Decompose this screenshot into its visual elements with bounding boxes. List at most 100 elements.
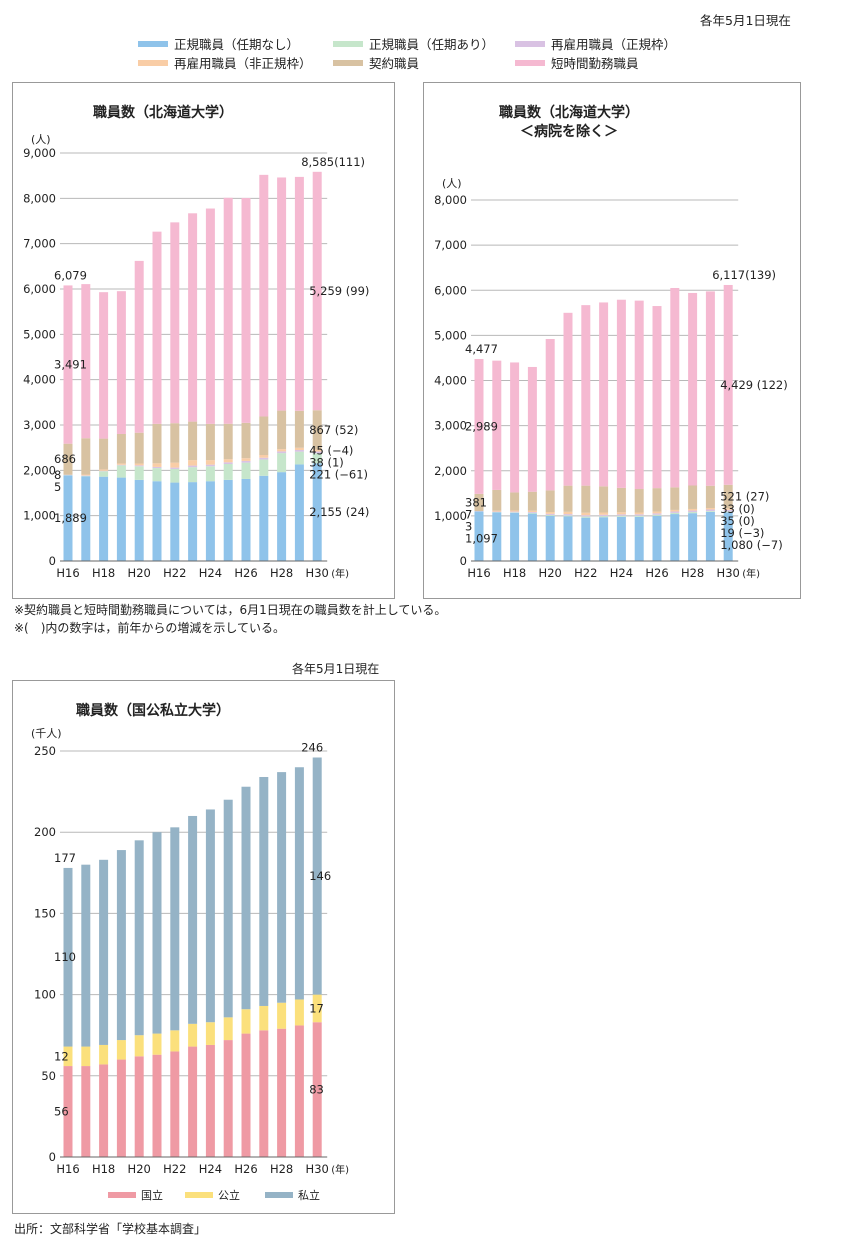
bar-segment xyxy=(134,463,144,466)
last-bar-annotation: 5,259 (99) xyxy=(309,284,369,298)
bar-segment xyxy=(527,513,537,561)
x-axis-unit: (年) xyxy=(742,567,760,580)
bar-segment xyxy=(277,453,287,473)
legend-swatch xyxy=(333,40,363,47)
x-axis-unit: (年) xyxy=(331,1163,349,1176)
bar-segment xyxy=(188,1046,198,1157)
legend-item-rehire-regular: 再雇用職員（正規枠） xyxy=(515,34,676,53)
bar-segment xyxy=(616,514,626,516)
bar-segment xyxy=(99,469,109,471)
last-bar-annotation: 17 xyxy=(309,1001,324,1015)
bar-segment xyxy=(688,512,698,514)
bar-segment xyxy=(188,421,198,461)
bar-segment xyxy=(670,512,680,515)
legend-label: 国立 xyxy=(141,1188,163,1202)
legend-label: 公立 xyxy=(218,1188,240,1202)
bar-segment xyxy=(634,512,644,515)
x-tick-label: H26 xyxy=(234,566,257,580)
first-bar-annotation: 110 xyxy=(54,950,76,964)
first-bar-annotation: 1,097 xyxy=(465,531,498,545)
bar-segment xyxy=(599,514,609,517)
bar-segment xyxy=(152,832,162,1034)
y-axis-unit: (千人) xyxy=(31,727,62,740)
legend-swatch xyxy=(108,1192,136,1198)
first-bar-annotation: 7 xyxy=(465,507,472,521)
bar-segment xyxy=(705,509,715,512)
bar-segment xyxy=(670,511,680,513)
bar-segment xyxy=(510,510,520,512)
bar-segment xyxy=(634,514,644,516)
legend-item-regular-fixed-term: 正規職員（任期あり） xyxy=(333,34,494,53)
bar-segment xyxy=(312,451,322,454)
bar-segment xyxy=(616,515,626,517)
bar-segment xyxy=(63,1066,73,1157)
legend-item-rehire-nonregular: 再雇用職員（非正規枠） xyxy=(138,53,312,72)
bar-segment xyxy=(492,512,502,561)
y-tick-label: 6,000 xyxy=(434,283,467,297)
bar-segment xyxy=(134,479,144,561)
x-tick-label: H28 xyxy=(270,1162,293,1176)
bar-segment xyxy=(223,799,233,1018)
bar-segment xyxy=(634,489,644,513)
bar-segment xyxy=(81,864,91,1047)
bar-segment xyxy=(670,287,680,488)
bar-segment xyxy=(294,451,304,465)
bar-segment xyxy=(705,485,715,509)
chart-panel-national-universities: 職員数（国公私立大学） (千人) 0 50 100 150 200 250 H16 H18 H20 H… xyxy=(12,680,395,1214)
y-tick-label: 4,000 xyxy=(434,374,467,388)
bar-segment xyxy=(474,358,484,494)
y-tick-label: 8,000 xyxy=(434,193,467,207)
bar-segment xyxy=(152,1054,162,1157)
legend-swatch xyxy=(138,40,168,47)
bar-segment xyxy=(616,512,626,515)
bar-segment xyxy=(241,458,251,461)
bar-segment xyxy=(723,484,733,509)
bar-segment xyxy=(188,213,198,422)
chart-hokudai: 職員数（北海道大学） (人) 0 1,000 2,000 3,000 4,000 5,000 6… xyxy=(23,104,369,580)
bar-segment xyxy=(223,423,233,460)
bar-segment xyxy=(705,508,715,510)
bar-segment xyxy=(152,463,162,467)
bar-segment xyxy=(81,438,91,475)
first-bar-annotation: 5 xyxy=(54,480,61,494)
bar-segment xyxy=(205,460,215,465)
y-tick-label: 50 xyxy=(41,1069,56,1083)
x-tick-label: H20 xyxy=(539,566,562,580)
bar-segment xyxy=(294,447,304,450)
bar-segment xyxy=(223,479,233,561)
bar-segment xyxy=(241,1009,251,1034)
bar-segment xyxy=(581,517,591,561)
bar-segment xyxy=(170,482,180,561)
chart-panel-hokudai: 職員数（北海道大学） (人) 0 1,000 2,000 3,000 4,000 5,000 6… xyxy=(12,82,395,599)
note-2: ※( )内の数字は，前年からの増減を示している。 xyxy=(14,621,286,635)
bar-segment xyxy=(152,231,162,424)
bar-segment xyxy=(599,486,609,513)
legend-label: 正規職員（任期なし） xyxy=(174,37,300,52)
total-label-last: 246 xyxy=(301,740,323,754)
bar-segment xyxy=(527,512,537,513)
bar-segment xyxy=(152,468,162,482)
bar-segment xyxy=(134,465,144,467)
bar-segment xyxy=(312,1022,322,1157)
bar-segment xyxy=(581,512,591,516)
bar-segment xyxy=(599,512,609,515)
bar-segment xyxy=(634,515,644,517)
bar-segment xyxy=(312,994,322,1023)
bar-segment xyxy=(277,772,287,1003)
chart-hokudai-excl-hospital: 職員数（北海道大学） ＜病院を除く＞ (人) 0 1,000 2,000 3,000 4,00… xyxy=(434,104,788,580)
bar-segment xyxy=(312,449,322,452)
bar-segment xyxy=(116,850,126,1041)
bar-segment xyxy=(312,171,322,411)
bar-segment xyxy=(205,809,215,1023)
x-tick-label: H16 xyxy=(56,566,79,580)
note-1: ※契約職員と短時間勤務職員については，6月1日現在の職員数を計上している。 xyxy=(14,603,447,617)
y-tick-label: 0 xyxy=(49,1150,56,1164)
bar-segment xyxy=(188,467,198,483)
bar-segment xyxy=(241,478,251,561)
bar-segment xyxy=(170,467,180,469)
bar-segment xyxy=(259,1030,269,1157)
bar-segment xyxy=(223,463,233,480)
x-tick-label: H28 xyxy=(270,566,293,580)
bar-segment xyxy=(652,515,662,561)
bar-segment xyxy=(563,511,573,515)
